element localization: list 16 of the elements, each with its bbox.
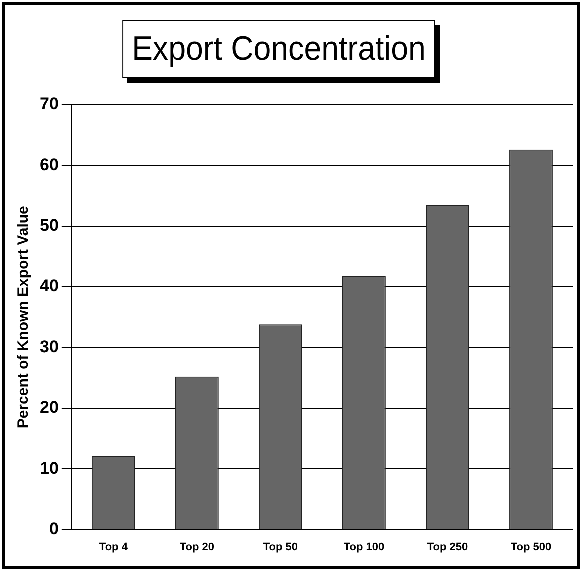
y-tick-label: 20 [40,398,59,418]
x-tick-label: Top 500 [510,541,552,554]
x-tick-label: Top 250 [427,541,468,554]
x-tick-label: Top 20 [180,541,214,554]
y-tick-label: 0 [49,519,59,538]
y-tick-label: 30 [40,337,59,356]
y-axis-title: Percent of Known Export Value [15,206,32,429]
y-tick-label: 70 [40,94,59,114]
y-tick-label: 50 [40,216,59,236]
x-tick-label: Top 4 [99,541,129,554]
chart-title: Export Concentration [122,20,436,78]
y-tick-label: 60 [40,155,59,174]
x-tick-label: Top 50 [263,541,298,554]
y-tick-label: 10 [40,458,59,478]
x-tick-label: Top 100 [344,541,385,554]
y-tick-label: 40 [40,276,59,296]
